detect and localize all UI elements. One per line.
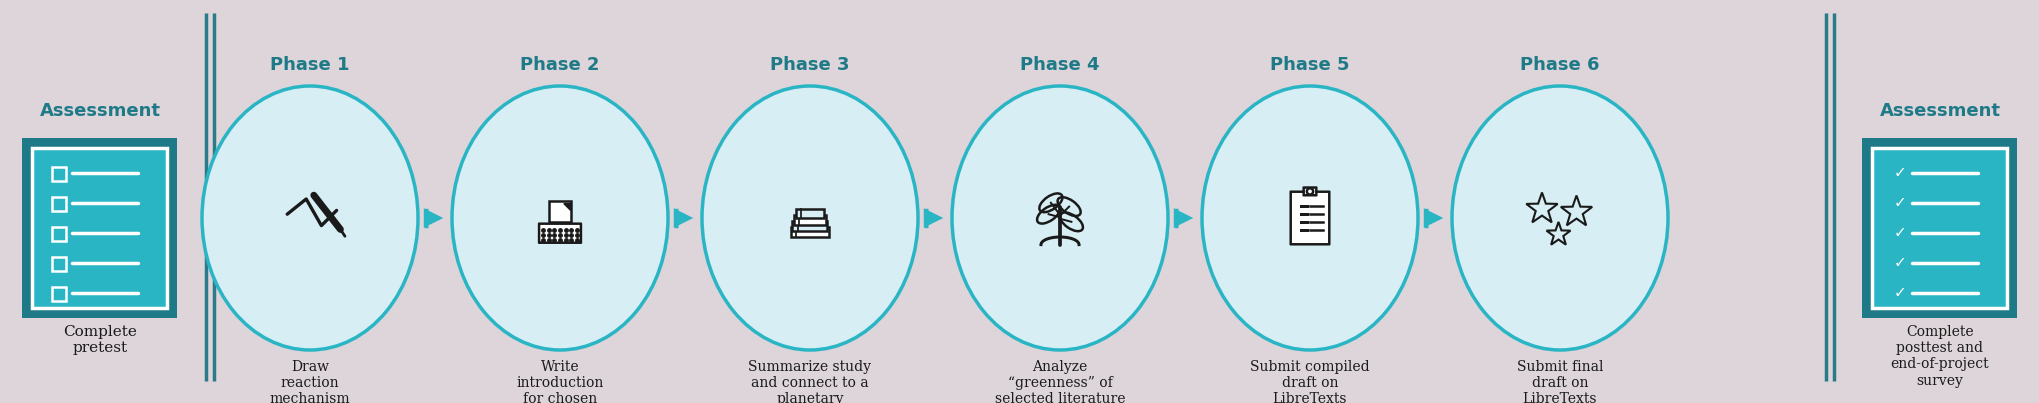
- FancyBboxPatch shape: [1303, 187, 1315, 195]
- Text: Phase 1: Phase 1: [269, 56, 349, 74]
- FancyBboxPatch shape: [22, 138, 177, 318]
- FancyBboxPatch shape: [791, 227, 828, 237]
- FancyBboxPatch shape: [548, 201, 571, 222]
- Text: Assessment: Assessment: [1878, 102, 2000, 120]
- FancyBboxPatch shape: [1291, 192, 1329, 244]
- Text: Submit final
draft on
LibreTexts: Submit final draft on LibreTexts: [1517, 360, 1603, 403]
- Text: Assessment: Assessment: [39, 102, 161, 120]
- Ellipse shape: [952, 86, 1168, 350]
- FancyBboxPatch shape: [538, 224, 581, 243]
- Ellipse shape: [1201, 86, 1417, 350]
- Text: ✓: ✓: [1892, 285, 1904, 301]
- Text: ✓: ✓: [1892, 256, 1904, 270]
- Text: ✓: ✓: [1892, 226, 1904, 241]
- Text: Submit compiled
draft on
LibreTexts: Submit compiled draft on LibreTexts: [1250, 360, 1368, 403]
- Circle shape: [1307, 188, 1313, 195]
- Text: Summarize study
and connect to a
planetary
boundary: Summarize study and connect to a planeta…: [748, 360, 871, 403]
- Text: ✓: ✓: [1892, 195, 1904, 210]
- Ellipse shape: [453, 86, 667, 350]
- Polygon shape: [563, 204, 571, 210]
- FancyBboxPatch shape: [1872, 148, 2006, 308]
- Ellipse shape: [701, 86, 918, 350]
- Text: Phase 2: Phase 2: [520, 56, 599, 74]
- Text: Phase 3: Phase 3: [771, 56, 850, 74]
- Ellipse shape: [1452, 86, 1668, 350]
- FancyBboxPatch shape: [793, 215, 826, 224]
- FancyBboxPatch shape: [795, 208, 824, 218]
- Text: Complete
pretest: Complete pretest: [63, 325, 137, 355]
- FancyBboxPatch shape: [791, 221, 828, 231]
- Text: Phase 5: Phase 5: [1270, 56, 1350, 74]
- Text: ✓: ✓: [1892, 166, 1904, 181]
- FancyBboxPatch shape: [1862, 138, 2017, 318]
- Text: Analyze
“greenness” of
selected literature
example: Analyze “greenness” of selected literatu…: [995, 360, 1126, 403]
- Text: Complete
posttest and
end-of-project
survey: Complete posttest and end-of-project sur…: [1890, 325, 1988, 388]
- Text: Phase 6: Phase 6: [1519, 56, 1599, 74]
- Ellipse shape: [202, 86, 418, 350]
- Text: Draw
reaction
mechanism: Draw reaction mechanism: [269, 360, 351, 403]
- Text: Phase 4: Phase 4: [1020, 56, 1099, 74]
- FancyBboxPatch shape: [33, 148, 167, 308]
- Text: Write
introduction
for chosen
reaction: Write introduction for chosen reaction: [516, 360, 604, 403]
